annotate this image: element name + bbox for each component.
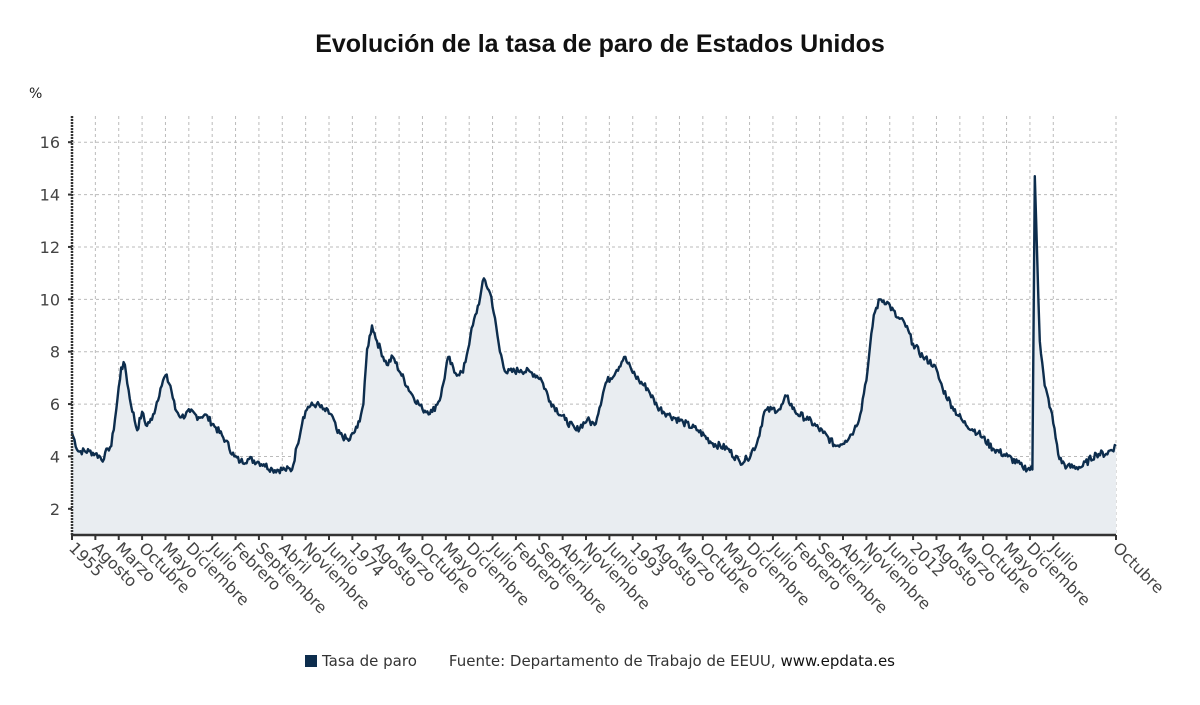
- y-tick-label: 2: [50, 500, 60, 519]
- series-line-tasa-de-paro: [70, 175, 1117, 475]
- y-tick-label: 4: [50, 447, 60, 466]
- y-axis-ticks: 2 4 6 8 10 12 14 16: [40, 133, 72, 519]
- x-tick-label: Octubre: [1109, 538, 1168, 597]
- legend-swatch-tasa-de-paro: [305, 655, 317, 667]
- y-tick-label: 14: [40, 186, 60, 205]
- y-tick-label: 6: [50, 395, 60, 414]
- series-area-tasa-de-paro: [72, 176, 1116, 535]
- y-tick-label: 10: [40, 290, 60, 309]
- legend: Tasa de paro Fuente: Departamento de Trab…: [0, 652, 1200, 670]
- unemployment-rate-chart: 2 4 6 8 10 12 14 16 1955AgostoMarzoOctubreMayoD…: [40, 116, 1168, 617]
- chart-title: Evolución de la tasa de paro de Estados …: [315, 30, 885, 58]
- y-axis-unit-label: %: [29, 86, 43, 102]
- y-tick-label: 16: [40, 133, 60, 152]
- source-site: www.epdata.es: [780, 652, 895, 670]
- y-tick-label: 8: [50, 343, 60, 362]
- legend-label-tasa-de-paro: Tasa de paro: [322, 652, 417, 670]
- source-note: Fuente: Departamento de Trabajo de EEUU,: [448, 652, 776, 670]
- axes: [70, 116, 1116, 537]
- y-tick-label: 12: [40, 238, 60, 257]
- x-axis-ticks: 1955AgostoMarzoOctubreMayoDiciembreJulio…: [65, 535, 1168, 617]
